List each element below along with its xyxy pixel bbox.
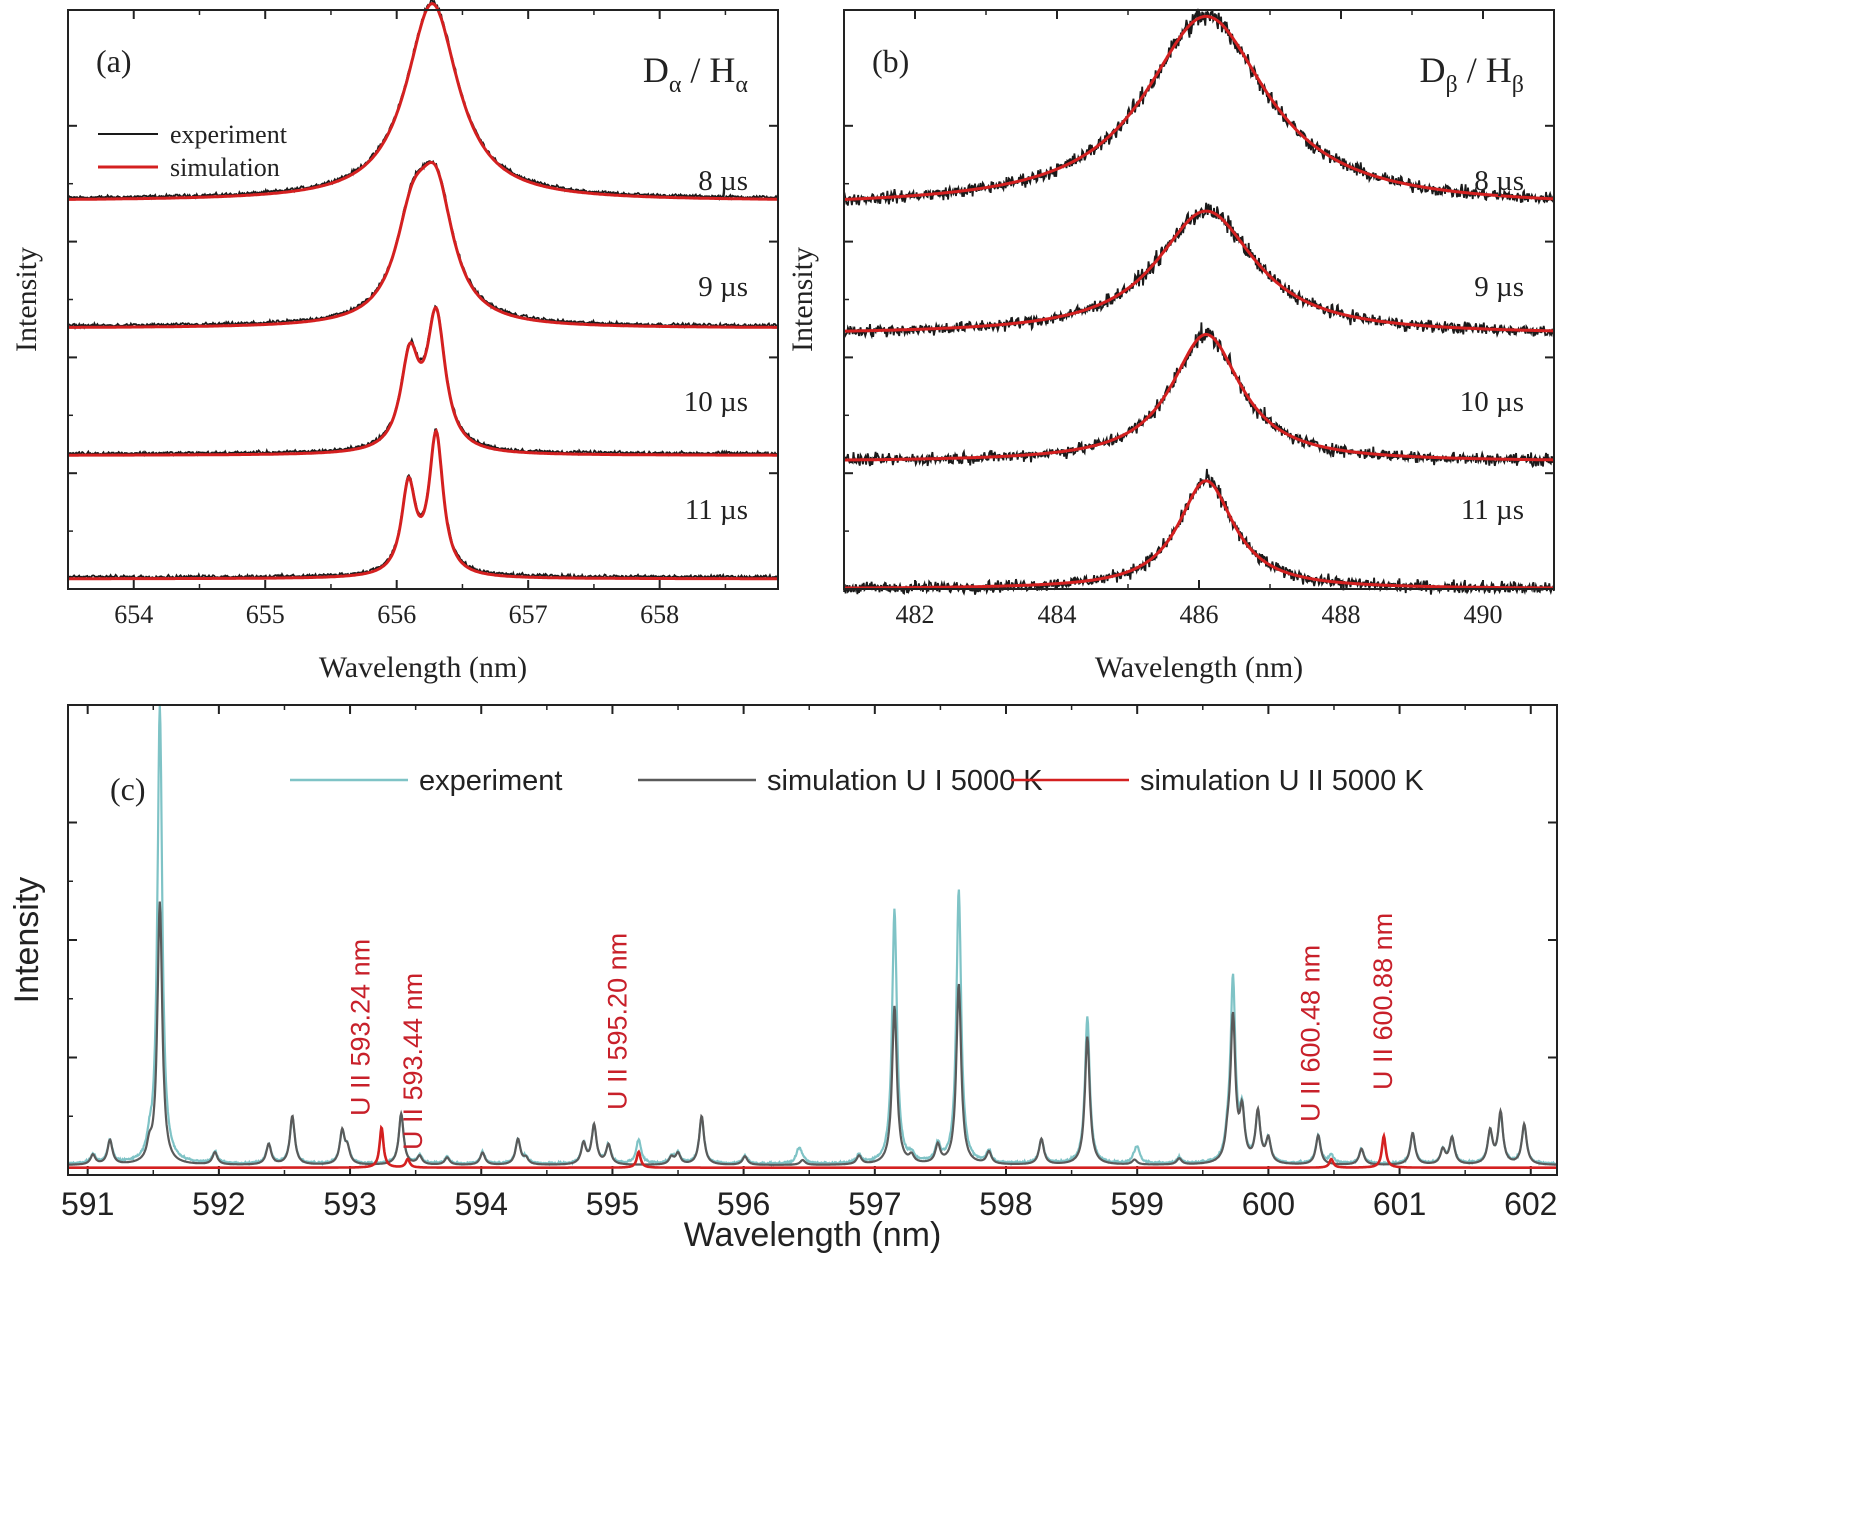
panel-b-series-label: 9 µs: [1474, 271, 1524, 303]
panel-b-simulation-line: [843, 14, 1555, 201]
panel-b-xtick-label: 484: [1038, 600, 1077, 629]
panel-c-frame: [67, 704, 1558, 1176]
panel-a-line-label-part: /: [681, 50, 709, 90]
panel-b-simulation-line: [843, 209, 1554, 333]
panel-c-legend-label: experiment: [419, 765, 562, 797]
panel-c-panel-label: (c): [110, 771, 146, 807]
panel-a-frame: [67, 9, 779, 590]
panel-a-xlabel: Wavelength (nm): [319, 651, 527, 684]
panel-c-u1-simulation-line: [68, 901, 1557, 1166]
panel-c-xtick-label: 595: [586, 1186, 639, 1222]
panel-b-line-label: Dβ / Hβ: [1420, 50, 1524, 98]
panel-b-xtick-label: 490: [1464, 600, 1503, 629]
panel-a-line-label-part: α: [735, 72, 748, 98]
panel-a-legend-label: simulation: [170, 153, 280, 182]
panel-a-simulation-line: [68, 306, 778, 457]
panel-c-annotation: U II 600.88 nm: [1368, 913, 1398, 1090]
panel-a-line-label: Dα / Hα: [643, 50, 749, 98]
panel-c-xtick-label: 596: [717, 1186, 770, 1222]
panel-b-series-label: 10 µs: [1460, 386, 1524, 418]
panel-b-ylabel: Intensity: [786, 247, 819, 352]
panel-c-annotation: U II 600.48 nm: [1295, 945, 1325, 1122]
panel-a-line-label-part: D: [643, 50, 669, 90]
panel-a-experiment-line: [67, 428, 779, 581]
panel-a-xtick-label: 654: [114, 600, 153, 629]
panel-a-simulation-line: [68, 428, 778, 581]
panel-c-xtick-label: 599: [1110, 1186, 1163, 1222]
panel-c-xtick-label: 594: [455, 1186, 508, 1222]
panel-b-line-label-part: H: [1486, 50, 1512, 90]
panel-b-xtick-label: 482: [896, 600, 935, 629]
panel-c-xtick-label: 602: [1504, 1186, 1557, 1222]
panel-c-xtick-label: 598: [979, 1186, 1032, 1222]
panel-b-panel-label: (b): [872, 43, 909, 79]
panel-b-line-label-part: D: [1420, 50, 1446, 90]
panel-a-panel-label: (a): [96, 43, 132, 79]
panel-c-xtick-label: 592: [192, 1186, 245, 1222]
panel-b-xlabel: Wavelength (nm): [1095, 651, 1303, 684]
panel-b-xtick-label: 488: [1322, 600, 1361, 629]
panel-b-line-label-part: β: [1446, 72, 1458, 98]
panel-c-xtick-label: 591: [61, 1186, 114, 1222]
panel-a-series-label: 10 µs: [684, 386, 748, 418]
panel-c-annotation: U II 593.24 nm: [346, 939, 376, 1116]
panel-b-simulation-line: [843, 479, 1554, 590]
panel-a-xtick-label: 656: [377, 600, 416, 629]
panel-a-series-label: 8 µs: [698, 165, 748, 197]
panel-b-experiment-line: [843, 468, 1555, 596]
panel-a-simulation-line: [68, 2, 779, 201]
panel-a-experiment-line: [67, 159, 779, 331]
panel-a-line-label-part: α: [669, 72, 682, 98]
panel-b-experiment-line: [843, 322, 1555, 469]
panel-b-line-label-part: /: [1458, 50, 1486, 90]
panel-b-series-label: 8 µs: [1474, 165, 1524, 197]
panel-c-xtick-label: 593: [323, 1186, 376, 1222]
panel-c-xtick-label: 600: [1242, 1186, 1295, 1222]
panel-a-ylabel: Intensity: [10, 247, 43, 352]
panel-a-legend-label: experiment: [170, 120, 288, 149]
panel-c-legend-label: simulation U I 5000 K: [767, 765, 1043, 797]
panel-b-simulation-line: [844, 333, 1554, 462]
panel-b-frame: [843, 9, 1555, 590]
panel-c-u2-simulation-line: [68, 1124, 1557, 1169]
panel-c-annotation: U II 595.20 nm: [603, 933, 633, 1110]
panel-c-annotation: U II 593.44 nm: [398, 973, 428, 1150]
panel-b-line-label-part: β: [1512, 72, 1524, 98]
panel-b-series-label: 11 µs: [1461, 494, 1524, 526]
panel-a-xtick-label: 657: [509, 600, 548, 629]
panel-a-line-label-part: H: [709, 50, 735, 90]
panel-b-experiment-line: [843, 8, 1555, 207]
panel-a-series-label: 11 µs: [685, 494, 748, 526]
panel-a-simulation-line: [68, 160, 778, 329]
panel-a-xtick-label: 658: [640, 600, 679, 629]
panel-c-ylabel: Intensity: [8, 877, 46, 1004]
panel-b-anchor: [0, 0, 1, 1]
panel-c-xtick-label: 601: [1373, 1186, 1426, 1222]
panel-a-xtick-label: 655: [246, 600, 285, 629]
panel-c-legend-label: simulation U II 5000 K: [1140, 765, 1424, 797]
panel-a-experiment-line: [67, 304, 779, 458]
panel-a-series-label: 9 µs: [698, 271, 748, 303]
panel-b-experiment-line: [843, 202, 1555, 340]
panel-b-xtick-label: 486: [1180, 600, 1219, 629]
panel-c-xtick-label: 597: [848, 1186, 901, 1222]
panel-c-xlabel: Wavelength (nm): [684, 1216, 942, 1254]
panel-a-anchor: [0, 0, 1, 1]
